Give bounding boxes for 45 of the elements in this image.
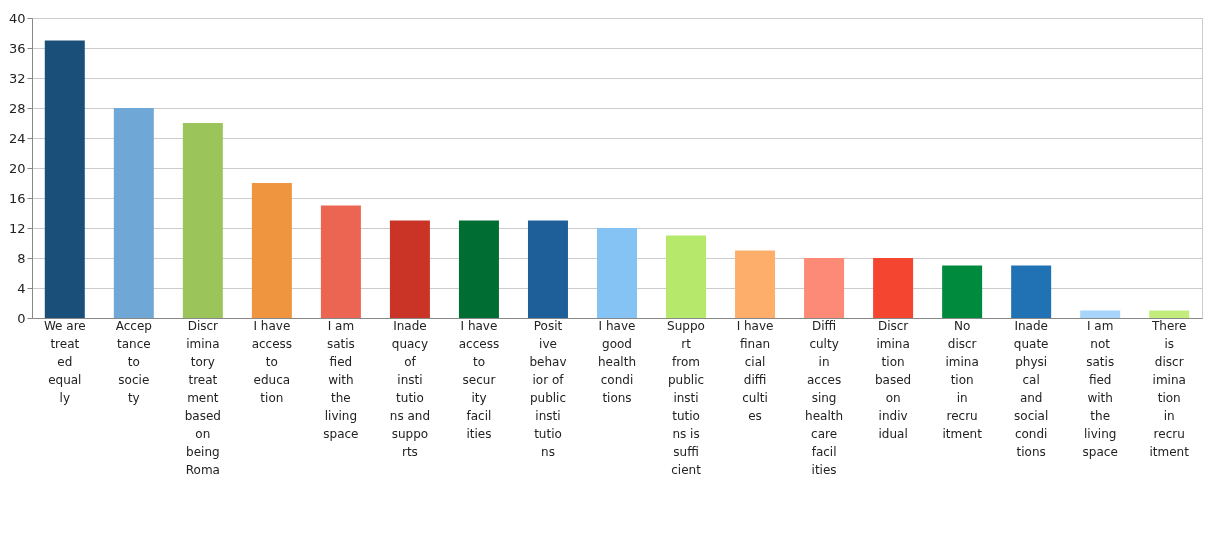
bar [182,123,223,318]
bar [1011,265,1052,318]
y-tick-label: 24 [8,130,26,146]
y-tick-label: 32 [8,70,26,86]
bar [1080,310,1121,318]
x-tick-label: I have access to security facilities [458,318,500,441]
y-tick-label: 36 [8,40,26,56]
x-tick-label: Acceptance to society [115,318,152,405]
x-tick-label: I am satisfied with the living space [323,318,359,441]
y-tick-label: 20 [8,160,26,176]
bar [666,235,707,318]
x-tick-label: I have financial difficulties [736,318,774,423]
x-tick-label: I have good health conditions [598,318,636,405]
bar [873,258,914,318]
bar [1149,310,1190,318]
bar [113,108,154,318]
category-label: Support from public institutions is sufficient [667,318,705,477]
x-tick-label: I have access to education [251,318,293,405]
x-tick-label: We are treated equally [43,318,86,405]
category-label: Difficulty in accessing health care facilities [805,318,844,477]
bar [735,250,776,318]
bar [804,258,845,318]
y-tick-label: 4 [17,280,26,296]
x-tick-label: Discrimination based on individual [874,318,912,441]
y-tick-label: 16 [8,190,26,206]
x-tick-label: Positive behavior of public institutions [529,318,567,459]
y-tick-label: 0 [17,310,26,326]
y-tick-label: 8 [17,250,26,266]
bar [597,228,637,318]
x-tick-label: Inadequate physical and social conditions [1013,318,1049,459]
x-tick-label: There is discrimination in recruitment [1149,318,1190,459]
x-tick-label: I am not satisfied with the living space [1082,318,1118,459]
bar [527,220,568,318]
bar [251,183,292,318]
bar [320,205,361,318]
bar [389,220,430,318]
y-tick-label: 28 [8,100,26,116]
x-tick-label: Inadequacy of institutions and supports [389,318,431,459]
x-tick-label: No discrimination in recruitment [942,318,983,441]
bar [942,265,983,318]
y-tick-label: 12 [8,220,26,236]
category-label: Discriminatory treatment based on being Roma [184,318,221,477]
bar [44,40,85,318]
bar [458,220,499,318]
y-tick-label: 40 [8,10,26,26]
